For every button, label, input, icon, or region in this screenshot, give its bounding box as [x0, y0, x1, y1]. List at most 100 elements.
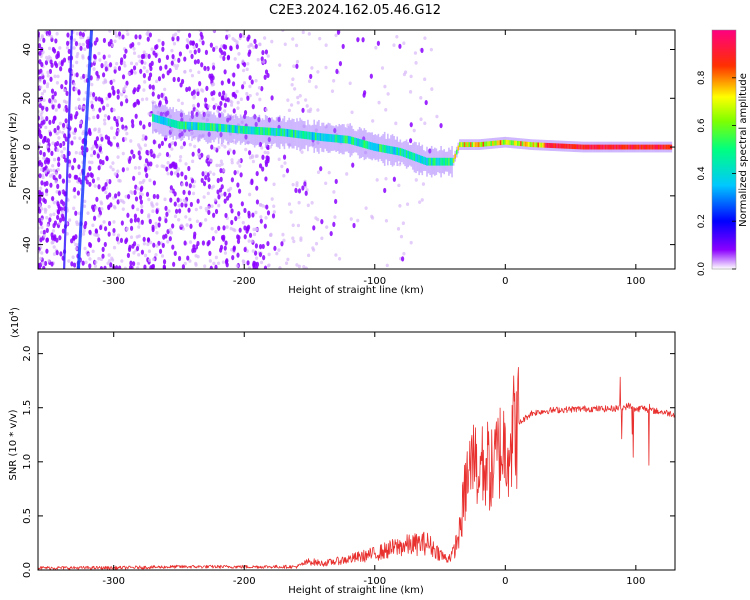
spectrogram-x-ticks: -300 -200 -100 0 100 [102, 30, 645, 287]
spectrogram-noise-cell [132, 251, 136, 255]
spectrogram-ridge-cell [549, 143, 552, 148]
spectrogram-noise-cell [197, 148, 201, 154]
spectrogram-noise-cell [392, 176, 396, 182]
spectrogram-noise-cell [255, 199, 260, 205]
spectrogram-noise-cell [61, 178, 66, 184]
spectrogram-noise-cell [124, 137, 128, 141]
spectrogram-noise-cell [137, 225, 141, 229]
spectrogram-noise-cell [171, 188, 175, 194]
spectrogram-ridge-cell [435, 157, 438, 166]
spectrogram-ridge-cell [471, 142, 474, 148]
spectrogram-noise-cell [97, 51, 101, 56]
spectrogram-ridge-cell [363, 140, 366, 149]
spectrogram-noise-cell [210, 186, 214, 190]
spectrogram-noise-cell [318, 36, 322, 41]
spectrogram-noise-cell [291, 236, 295, 241]
spectrogram-noise-cell [229, 186, 233, 191]
spectrogram-noise-cell [60, 199, 64, 205]
spectrogram-ridge-cell [639, 144, 641, 150]
spectrogram-y-axis-label: Frequency (Hz) [8, 112, 19, 188]
spectrogram-noise-cell [193, 144, 197, 149]
spectrogram-noise-cell [49, 34, 54, 39]
spectrogram-noise-cell [293, 87, 297, 91]
spectrogram-noise-cell [254, 243, 258, 249]
spectrogram-ridge-cell [156, 115, 159, 124]
spectrogram-noise-cell [151, 226, 155, 233]
spectrogram-ridge-cell [529, 142, 532, 147]
spectrogram-noise-cell [123, 127, 127, 132]
spectrogram-noise-cell [101, 253, 105, 259]
spectrogram-noise-cell [295, 263, 299, 267]
spectrogram-noise-cell [176, 167, 181, 171]
spectrogram-noise-cell [223, 109, 227, 113]
spectrogram-ridge-cell [432, 157, 435, 166]
spectrogram-noise-cell [45, 55, 49, 60]
spectrogram-noise-cell [329, 230, 333, 237]
spectrogram-noise-cell [150, 264, 155, 269]
spectrogram-noise-cell [93, 128, 97, 132]
spectrogram-noise-cell [165, 211, 169, 217]
spectrogram-ridge-cell [352, 137, 355, 145]
spectrogram-ridge-cell [510, 140, 513, 146]
spectrogram-noise-cell [42, 89, 47, 93]
spectrogram-ridge-cell [249, 126, 251, 135]
spectrogram-noise-cell [302, 264, 306, 269]
spectrogram-ridge-cell [632, 144, 635, 150]
spectrogram-noise-cell [217, 225, 221, 231]
spectrogram-noise-cell [138, 120, 143, 126]
spectrogram-ridge-cell [493, 140, 496, 146]
spectrogram-noise-cell [40, 120, 44, 126]
spectrogram-noise-cell [129, 218, 133, 224]
spectrogram-noise-cell [46, 159, 50, 165]
spectrogram-noise-cell [116, 155, 120, 159]
spectrogram-noise-cell [320, 236, 324, 241]
spectrogram-noise-cell [299, 236, 303, 240]
spectrogram-ridge-cell [314, 132, 317, 141]
spectrogram-noise-cell [90, 100, 94, 105]
spectrogram-noise-cell [130, 265, 134, 269]
spectrogram-ridge-cell [631, 144, 633, 150]
spectrogram-noise-cell [383, 187, 387, 194]
spectrogram-noise-cell [316, 170, 321, 175]
spectrogram-ridge-cell [491, 140, 494, 146]
spectrogram-ridge-cell [570, 144, 572, 149]
spectrogram-noise-cell [196, 240, 200, 247]
spectrogram-noise-cell [49, 76, 53, 82]
spectrogram-noise-cell [82, 73, 86, 79]
spectrogram-ridge-cell [481, 141, 483, 147]
spectrogram-noise-cell [188, 259, 192, 263]
spectrogram-x-tick-label: -300 [102, 276, 125, 287]
spectrogram-noise-cell [57, 190, 62, 196]
spectrogram-noise-cell [253, 38, 257, 44]
spectrogram-noise-cell [172, 41, 177, 46]
spectrogram-noise-cell [264, 216, 268, 220]
spectrogram-noise-cell [154, 44, 158, 51]
spectrogram-noise-cell [176, 35, 180, 42]
spectrogram-noise-cell [236, 170, 240, 174]
spectrogram-noise-cell [142, 124, 146, 130]
spectrogram-noise-cell [61, 122, 66, 128]
spectrogram-noise-cell [72, 186, 77, 193]
spectrogram-noise-cell [142, 236, 146, 242]
spectrogram-noise-cell [52, 252, 57, 256]
spectrogram-noise-cell [92, 96, 96, 100]
spectrogram-noise-cell [429, 47, 433, 52]
spectrogram-ridge-cell [227, 124, 229, 133]
spectrogram-noise-cell [181, 182, 185, 187]
spectrogram-noise-cell [185, 86, 189, 93]
spectrogram-noise-cell [245, 67, 249, 72]
spectrogram-noise-cell [87, 129, 91, 135]
spectrogram-noise-cell [48, 131, 53, 137]
spectrogram-noise-cell [245, 225, 250, 232]
spectrogram-ridge-cell [604, 144, 607, 150]
spectrogram-noise-cell [95, 70, 99, 76]
spectrogram-noise-cell [166, 171, 170, 176]
spectrogram-ridge-cell [255, 126, 258, 135]
spectrogram-ridge-cell [576, 144, 579, 150]
spectrogram-noise-cell [59, 66, 63, 72]
spectrogram-noise-cell [424, 99, 428, 106]
spectrogram-noise-cell [207, 205, 211, 210]
spectrogram-noise-cell [307, 253, 311, 258]
spectrogram-ridge-cell [330, 134, 333, 143]
spectrogram-noise-cell [132, 241, 137, 247]
